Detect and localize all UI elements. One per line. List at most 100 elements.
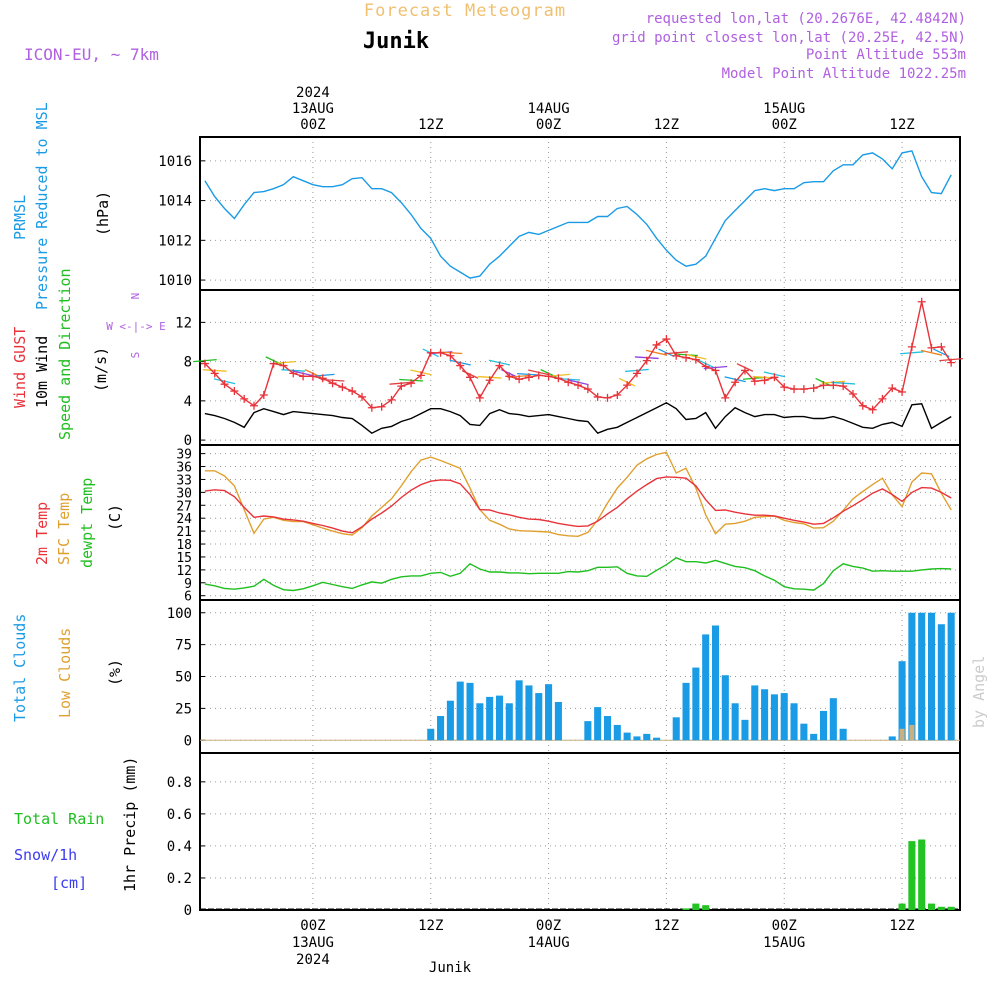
rain-bar — [692, 903, 700, 910]
y-tick-label: 1016 — [158, 154, 192, 170]
bottom-time-label: 00Z — [300, 918, 325, 934]
y-tick-label: 33 — [176, 473, 192, 488]
wind-10m-label: 10m Wind — [33, 336, 51, 408]
total-cloud-bar — [643, 733, 651, 741]
total-cloud-bar — [545, 684, 553, 741]
wind-gust-point — [495, 361, 504, 370]
wind-gust-point — [554, 374, 563, 383]
bottom-time-label: 13AUG — [292, 935, 334, 951]
total-cloud-bar — [692, 667, 700, 741]
precip-rain-label: Total Rain — [14, 810, 104, 828]
total-cloud-bar — [918, 612, 926, 741]
rain-bar — [898, 903, 906, 910]
total-cloud-bar — [603, 716, 612, 741]
wind-gust-point — [240, 394, 249, 403]
panel-precip: 0 0.2 0.4 0.6 0.8 — [167, 752, 961, 919]
wind-direction-arrow — [645, 349, 668, 356]
y-tick-label: 0 — [184, 903, 192, 919]
wind-gust-point — [544, 372, 553, 381]
wind-gust-point — [731, 378, 740, 387]
wind-gust-point — [711, 366, 720, 375]
wind-gust-point — [230, 387, 239, 396]
clouds-low-label: Low Clouds — [56, 628, 74, 718]
bottom-time-label: 00Z — [772, 918, 797, 934]
wind-gust-point — [485, 376, 494, 385]
wind-gust-point — [839, 382, 848, 391]
temp-2m-line — [204, 476, 952, 534]
wind-label-group: Wind GUST 10m Wind Speed and Direction (… — [11, 268, 166, 440]
wind-gust-point — [436, 348, 445, 357]
total-cloud-bar — [486, 696, 494, 741]
pressure-label-prmsl: PRMSL — [11, 195, 29, 240]
wind-gust-point — [888, 384, 897, 393]
wind-unit: (m/s) — [92, 347, 110, 392]
total-cloud-bar — [427, 728, 435, 741]
wind-gust-point — [819, 381, 828, 390]
panel-frame — [199, 136, 961, 291]
total-cloud-bar — [800, 723, 808, 741]
wind-gust-point — [662, 335, 671, 344]
bottom-time-label: 15AUG — [763, 935, 805, 951]
y-tick-label: 6 — [184, 590, 192, 605]
panel-frame — [199, 752, 961, 911]
y-tick-label: 0.6 — [167, 807, 192, 823]
wind-gust-point — [407, 379, 416, 388]
y-tick-label: 50 — [175, 670, 192, 686]
total-cloud-bar — [908, 612, 916, 741]
plot-layer: 1010101210141016048126912151821242730333… — [158, 85, 963, 968]
y-tick-label: 36 — [176, 461, 192, 476]
wind-gust-point — [348, 387, 357, 396]
total-cloud-bar — [721, 675, 729, 741]
wind-gust-point — [318, 374, 327, 383]
wind-gust-point — [603, 393, 612, 402]
y-tick-label: 39 — [176, 448, 192, 463]
total-cloud-bar — [829, 698, 837, 741]
panel-frame — [199, 444, 961, 601]
bottom-time-label: 2024 — [296, 952, 330, 968]
low-cloud-bar — [899, 728, 905, 741]
precip-snow-label: Snow/1h — [14, 846, 77, 864]
grid-point: grid point closest lon,lat (20.25E, 42.5… — [612, 30, 966, 46]
wind-gust-point — [780, 383, 789, 392]
wind-gust-point — [721, 393, 730, 402]
total-cloud-bar — [535, 693, 543, 741]
wind-gust-point — [250, 401, 259, 410]
total-cloud-bar — [623, 732, 631, 741]
temp-label-group: 2m Temp SFC Temp dewpt Temp (C) — [33, 478, 124, 568]
wind-gust-point — [367, 403, 376, 412]
bottom-time-label: 12Z — [889, 918, 914, 934]
requested-point: requested lon,lat (20.2676E, 42.4842N) — [646, 11, 966, 27]
top-time-label: 14AUG — [528, 101, 570, 117]
wind-gust-point — [564, 378, 573, 387]
y-tick-label: 0.4 — [167, 839, 192, 855]
panel-wind: 0 4 8 12 — [175, 289, 963, 449]
wind-gust-point — [524, 373, 533, 382]
total-cloud-bar — [456, 681, 464, 741]
total-cloud-bar — [594, 707, 602, 741]
bottom-time-label: 00Z — [536, 918, 561, 934]
total-cloud-bar — [613, 724, 621, 741]
credit-watermark: by Angel — [970, 656, 988, 728]
wind-direction-arrow — [900, 351, 924, 355]
total-cloud-bar — [898, 661, 906, 741]
wind-gust-point — [328, 379, 337, 388]
wind-gust-point — [907, 342, 916, 351]
temp-dewpt-label: dewpt Temp — [78, 478, 96, 568]
wind-gust-point — [358, 392, 367, 401]
wind-gust-point — [652, 340, 661, 349]
y-tick-label: 25 — [175, 701, 192, 717]
wind-gust-point — [456, 361, 465, 370]
total-cloud-bar — [495, 695, 504, 741]
y-tick-label: 24 — [176, 512, 192, 527]
y-tick-label: 100 — [167, 606, 192, 622]
wind-speed-dir-label: Speed and Direction — [56, 268, 74, 440]
wind-gust-point — [279, 361, 288, 370]
wind-direction-arrow — [920, 349, 943, 356]
total-cloud-bar — [770, 694, 778, 741]
wind-gust-point — [750, 377, 759, 386]
wind-gust-point — [790, 385, 799, 394]
wind-gust-point — [475, 393, 484, 402]
model-altitude: Model Point Altitude 1022.25m — [722, 66, 966, 82]
wind-gust-point — [593, 392, 602, 401]
